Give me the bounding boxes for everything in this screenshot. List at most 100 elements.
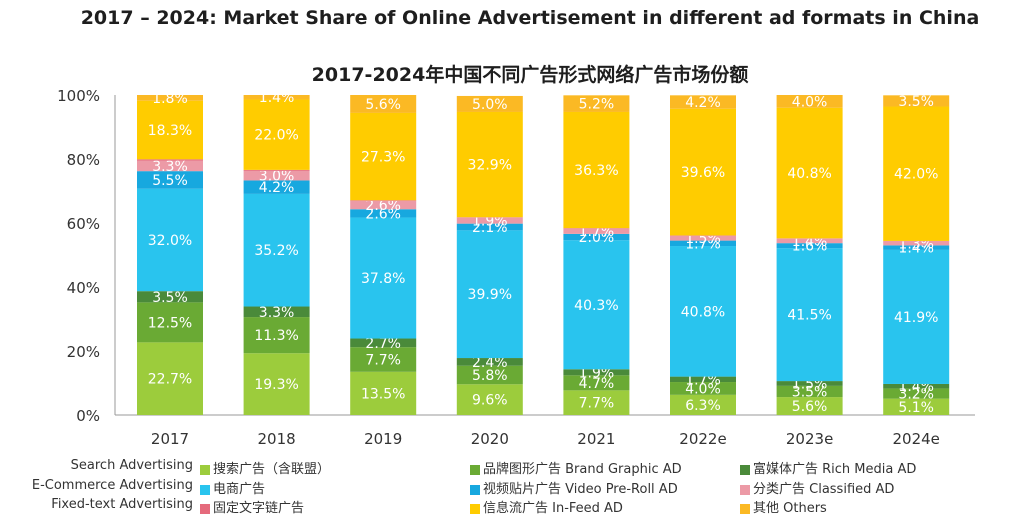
bar-segment-video xyxy=(243,180,310,194)
data-label: 3.3% xyxy=(152,159,188,175)
legend-item-fixed_text: 固定文字链广告 xyxy=(200,497,304,516)
x-tick-label: 2017 xyxy=(151,430,189,448)
bar-segment-brand xyxy=(563,375,630,391)
y-tick-label: 40% xyxy=(67,279,100,297)
x-tick-label: 2024e xyxy=(892,430,939,448)
legend-swatch xyxy=(740,503,750,514)
data-label: 42.0% xyxy=(894,167,938,183)
data-label: 27.3% xyxy=(361,150,405,166)
y-tick-label: 80% xyxy=(67,151,100,169)
bar-segment-infeed xyxy=(670,108,736,236)
bar-segment-search xyxy=(883,398,950,415)
legend-swatch xyxy=(470,484,480,495)
bar-segment-classified xyxy=(563,228,630,234)
bar-segment-ecommerce xyxy=(350,217,417,339)
bar-segment-ecommerce xyxy=(776,248,843,382)
bar-segment-video xyxy=(883,245,950,250)
legend-label-en: E-Commerce Advertising xyxy=(31,478,193,493)
data-label: 11.3% xyxy=(254,328,298,344)
data-label: 7.7% xyxy=(365,352,401,368)
y-tick-label: 100% xyxy=(57,87,100,105)
legend-item-others: 其他 Others xyxy=(740,497,827,516)
data-label: 32.9% xyxy=(468,158,512,174)
data-label: 5.1% xyxy=(898,400,934,416)
bar-segment-search xyxy=(243,353,310,415)
bar-segment-ecommerce xyxy=(456,230,523,359)
data-label: 36.3% xyxy=(574,163,618,179)
bar-segment-search xyxy=(350,371,417,415)
bar-segment-rich xyxy=(456,358,523,366)
legend-text: 信息流广告 In-Feed AD xyxy=(483,501,623,516)
legend-text: 富媒体广告 Rich Media AD xyxy=(753,462,917,477)
legend-swatch xyxy=(200,484,210,495)
y-tick-label: 60% xyxy=(67,215,100,233)
bar-segment-classified xyxy=(883,241,950,246)
data-label: 2.1% xyxy=(472,220,508,236)
bar-segment-video xyxy=(563,233,630,241)
data-label: 1.9% xyxy=(472,214,508,230)
bar-segment-classified xyxy=(137,160,203,172)
bar-segment-brand xyxy=(776,385,843,398)
bar-segment-infeed xyxy=(563,111,630,229)
data-label: 1.8% xyxy=(152,91,188,107)
chart-title-en: 2017 – 2024: Market Share of Online Adve… xyxy=(80,7,980,29)
data-label: 5.6% xyxy=(365,97,401,113)
stacked-bar-chart: 0% 20% 40% 60% 80% 100% 22.7% 12.5% 3.5% 32.0% 5.5… xyxy=(57,87,975,448)
bar-segment-classified xyxy=(670,235,736,241)
x-tick-label: 2023e xyxy=(786,430,833,448)
legend-label-en: Fixed-text Advertising xyxy=(51,497,193,512)
bar-segment-ecommerce xyxy=(137,188,203,292)
y-tick-label: 20% xyxy=(67,343,100,361)
bar-segment-infeed xyxy=(883,106,950,241)
legend-item-brand: 品牌图形广告 Brand Graphic AD xyxy=(470,458,682,477)
legend-text: 电商广告 xyxy=(213,482,266,497)
data-label: 2.4% xyxy=(472,355,508,371)
data-label: 4.2% xyxy=(685,95,721,111)
bar-segment-video xyxy=(776,243,843,249)
data-label: 3.5% xyxy=(898,94,934,110)
bar-segment-infeed xyxy=(243,99,310,170)
bar-segment-ecommerce xyxy=(883,249,950,384)
bar-segment-others xyxy=(563,95,630,112)
data-label: 39.9% xyxy=(468,287,512,303)
bar-segment-rich xyxy=(137,291,203,303)
data-label: 41.5% xyxy=(787,308,831,324)
bar-segment-ecommerce xyxy=(563,240,630,370)
bar-segment-search xyxy=(456,384,523,415)
bar-segment-ecommerce xyxy=(670,246,736,377)
bar-segment-search xyxy=(776,397,843,415)
y-tick-label: 0% xyxy=(76,407,100,425)
bar-segment-ecommerce xyxy=(243,193,310,307)
data-label: 6.3% xyxy=(685,398,721,414)
bar-segment-search xyxy=(670,394,736,415)
bar-segment-others xyxy=(350,95,417,113)
bar-segment-search xyxy=(137,342,203,415)
data-label: 3.5% xyxy=(792,384,828,400)
data-label: 5.6% xyxy=(792,399,828,415)
data-label: 12.5% xyxy=(148,315,192,331)
chart-title-cn: 2017-2024年中国不同广告形式网络广告市场份额 xyxy=(311,64,749,86)
legend-text: 分类广告 Classified AD xyxy=(753,482,895,497)
data-label: 3.3% xyxy=(259,305,295,321)
legend-swatch xyxy=(470,503,480,514)
bar-segment-search xyxy=(563,390,630,415)
data-label: 2.7% xyxy=(365,336,401,352)
bar-segment-classified xyxy=(456,217,523,224)
data-label: 3.5% xyxy=(152,290,188,306)
bar-segment-brand xyxy=(670,382,736,395)
bar-segment-rich xyxy=(670,376,736,383)
data-label: 40.8% xyxy=(787,166,831,182)
data-label: 3.2% xyxy=(898,387,934,403)
bar-segment-video xyxy=(670,240,736,247)
legend-swatch xyxy=(470,464,480,475)
data-label: 35.2% xyxy=(254,243,298,259)
data-label: 22.7% xyxy=(148,372,192,388)
x-tick-label: 2020 xyxy=(471,430,509,448)
legend-label-en: Search Advertising xyxy=(70,458,193,473)
data-label: 7.7% xyxy=(579,396,615,412)
bar-segment-brand xyxy=(137,302,203,343)
bar-segment-infeed xyxy=(776,107,843,239)
legend-text: 搜索广告（含联盟） xyxy=(213,462,331,477)
legend-text: 其他 Others xyxy=(753,501,827,516)
bar-segment-infeed xyxy=(137,100,203,160)
